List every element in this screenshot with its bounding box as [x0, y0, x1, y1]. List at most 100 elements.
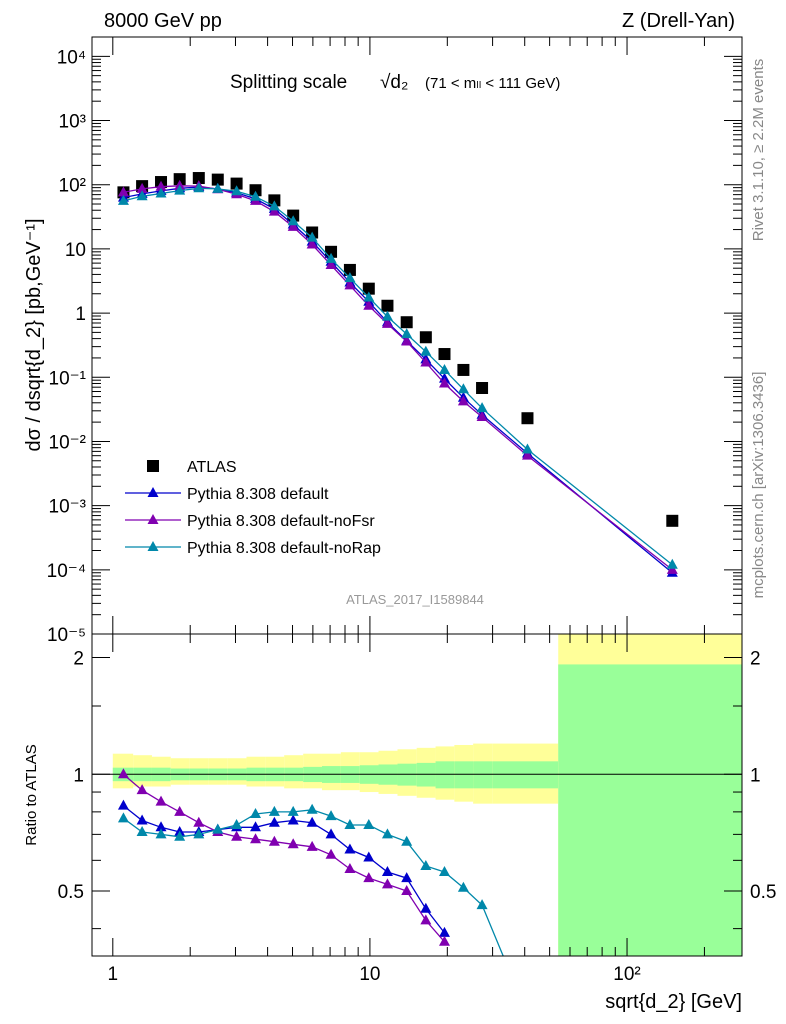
ratio-point	[420, 902, 432, 913]
series-line	[123, 187, 673, 566]
y-tick-label: 10⁻⁵	[47, 625, 86, 646]
mc-point	[401, 328, 413, 339]
x-tick-label: 1	[108, 964, 119, 985]
mc-point	[287, 215, 299, 226]
mc-point	[476, 402, 488, 413]
mc-point	[420, 345, 432, 356]
mc-point	[438, 363, 450, 374]
legend-item: ATLAS	[147, 459, 237, 476]
mc-point	[325, 252, 337, 263]
ratio-point	[193, 816, 205, 827]
legend-label: Pythia 8.308 default-noFsr	[187, 513, 375, 530]
ratio-point	[231, 830, 243, 841]
stat-band	[492, 761, 559, 789]
ratio-point	[136, 825, 148, 836]
ratio-point	[268, 816, 280, 827]
header-energy: 8000 GeV pp	[104, 10, 222, 32]
main-panel: 10⁻⁵ 10⁻⁴ 10⁻³ 10⁻² 10⁻¹ 1 10 10² 10³ 10⁴ Splitti…	[23, 36, 743, 646]
ratio-point	[268, 805, 280, 816]
ratio-point	[136, 814, 148, 825]
ratio-point	[306, 816, 318, 827]
ratio-point	[457, 881, 469, 892]
mc-point	[268, 200, 280, 211]
mc-point	[325, 259, 337, 270]
mc-point	[438, 377, 450, 388]
series-3	[117, 182, 678, 569]
y-tick-label: 1	[75, 304, 86, 325]
legend-item: Pythia 8.308 default-noRap	[125, 540, 381, 557]
ratio-point	[155, 821, 167, 832]
y-tick-label: 10⁴	[57, 47, 86, 68]
ratio-y-label-right: 0.5	[750, 882, 776, 903]
ratio-y-label-right: 1	[750, 765, 761, 786]
y-tick-label: 10⁻¹	[49, 368, 87, 389]
mc-point	[363, 299, 375, 310]
mc-point	[287, 220, 299, 231]
mc-point	[420, 356, 432, 367]
ratio-point	[250, 821, 262, 832]
mc-point	[521, 449, 533, 460]
y-tick-label: 10⁻³	[49, 497, 87, 518]
ratio-point	[268, 835, 280, 846]
series-line	[123, 185, 673, 571]
legend-marker	[147, 514, 159, 524]
legend-label: Pythia 8.308 default-noRap	[187, 540, 381, 557]
ratio-series-1	[117, 768, 450, 946]
ratio-bands	[92, 634, 742, 956]
atlas-point	[476, 382, 489, 395]
legend-marker	[147, 487, 159, 497]
ratio-point	[136, 784, 148, 795]
y-tick-label: 10²	[59, 176, 86, 197]
mc-point	[363, 291, 375, 302]
atlas-point	[666, 514, 679, 527]
atlas-point	[521, 412, 534, 425]
ratio-line	[122, 773, 445, 943]
stat-band	[435, 761, 455, 789]
mc-point	[306, 238, 318, 249]
ratio-point	[212, 823, 224, 834]
mc-point	[117, 194, 129, 205]
x-tick-label: 10²	[613, 964, 640, 985]
atlas-point	[192, 172, 205, 185]
atlas-point	[325, 245, 338, 258]
mc-point	[268, 205, 280, 216]
ratio-point	[193, 828, 205, 839]
mc-point	[457, 395, 469, 406]
ratio-point	[381, 865, 393, 876]
y-tick-label: 10⁻⁴	[47, 561, 86, 582]
legend-label: ATLAS	[187, 459, 237, 476]
ratio-point	[174, 805, 186, 816]
series-line	[123, 186, 673, 574]
y-tick-label: 10	[65, 240, 86, 261]
y-tick-label: 10³	[59, 112, 86, 133]
main-marks	[117, 172, 679, 577]
ratio-ylabel: Ratio to ATLAS	[23, 744, 40, 845]
atlas-point	[173, 173, 186, 186]
legend-marker	[147, 460, 159, 472]
ratio-point	[306, 840, 318, 851]
ratio-y-label: 0.5	[58, 882, 84, 903]
mc-point	[401, 335, 413, 346]
atlas-point	[249, 184, 262, 197]
ratio-point	[381, 878, 393, 889]
main-title: Splitting scale	[230, 72, 347, 93]
mc-point	[193, 182, 205, 193]
ratio-point	[117, 812, 129, 823]
atlas-point	[230, 177, 243, 190]
ratio-point	[363, 851, 375, 862]
main-title-cut: (71 < mₗₗ < 111 GeV)	[425, 75, 560, 92]
mc-point	[212, 182, 224, 193]
ratio-marks	[117, 768, 504, 956]
atlas-point	[343, 263, 356, 276]
ratio-point	[287, 805, 299, 816]
ratio-point	[381, 828, 393, 839]
atlas-point	[211, 173, 224, 186]
ratio-point	[363, 872, 375, 883]
mc-point	[476, 411, 488, 422]
ratio-point	[363, 819, 375, 830]
ratio-point	[117, 799, 129, 810]
ratio-point	[344, 819, 356, 830]
mc-point	[231, 185, 243, 196]
atlas-point	[438, 348, 451, 361]
ratio-point	[250, 807, 262, 818]
